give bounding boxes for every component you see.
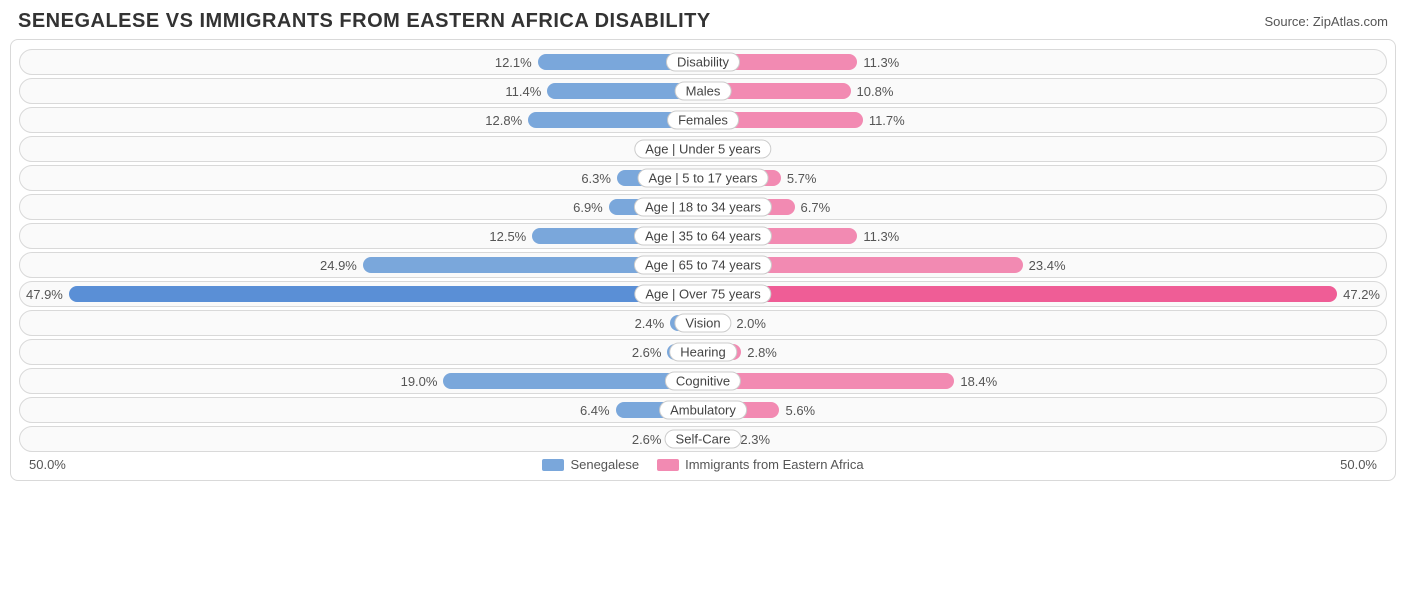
- chart-row: 2.6% 2.8% Hearing: [19, 339, 1387, 365]
- bar-value-right: 23.4%: [1023, 258, 1072, 273]
- bar-value-left: 2.6%: [626, 432, 668, 447]
- bar-value-right: 5.6%: [779, 403, 821, 418]
- chart-row: 19.0% 18.4% Cognitive: [19, 368, 1387, 394]
- chart-row: 6.3% 5.7% Age | 5 to 17 years: [19, 165, 1387, 191]
- legend-label-right: Immigrants from Eastern Africa: [685, 457, 863, 472]
- chart-row: 6.9% 6.7% Age | 18 to 34 years: [19, 194, 1387, 220]
- bar-value-left: 47.9%: [20, 287, 69, 302]
- row-category-label: Age | 35 to 64 years: [634, 227, 772, 246]
- chart-row: 6.4% 5.6% Ambulatory: [19, 397, 1387, 423]
- bar-value-right: 11.7%: [863, 113, 911, 128]
- bar-value-right: 11.3%: [857, 55, 905, 70]
- row-category-label: Age | 65 to 74 years: [634, 256, 772, 275]
- bar-value-left: 12.5%: [483, 229, 532, 244]
- chart-row: 2.6%2.3%Self-Care: [19, 426, 1387, 452]
- bar-value-left: 6.9%: [567, 200, 609, 215]
- chart-row: 12.5% 11.3% Age | 35 to 64 years: [19, 223, 1387, 249]
- bar-value-right: 11.3%: [857, 229, 905, 244]
- bar-value-left: 24.9%: [314, 258, 363, 273]
- row-category-label: Ambulatory: [659, 401, 747, 420]
- axis-left-label: 50.0%: [29, 457, 66, 472]
- chart-source: Source: ZipAtlas.com: [1264, 14, 1388, 29]
- bar-value-left: 12.8%: [479, 113, 528, 128]
- chart-footer: 50.0% Senegalese Immigrants from Eastern…: [15, 455, 1391, 476]
- axis-right-label: 50.0%: [1340, 457, 1377, 472]
- bar-value-left: 19.0%: [395, 374, 444, 389]
- chart-title: SENEGALESE VS IMMIGRANTS FROM EASTERN AF…: [18, 10, 711, 33]
- chart-header: SENEGALESE VS IMMIGRANTS FROM EASTERN AF…: [0, 0, 1406, 39]
- bar-value-left: 12.1%: [489, 55, 538, 70]
- bar-value-left: 2.4%: [629, 316, 671, 331]
- legend: Senegalese Immigrants from Eastern Afric…: [66, 457, 1340, 472]
- bar-value-right: 10.8%: [851, 84, 900, 99]
- chart-row: 11.4% 10.8% Males: [19, 78, 1387, 104]
- row-category-label: Cognitive: [665, 372, 741, 391]
- row-category-label: Vision: [674, 314, 731, 333]
- bar-value-left: 2.6%: [626, 345, 668, 360]
- row-category-label: Age | Under 5 years: [634, 140, 771, 159]
- diverging-bar-chart: 12.1% 11.3% Disability 11.4% 10.8% Males 12.8%…: [10, 39, 1396, 481]
- row-category-label: Self-Care: [665, 430, 742, 449]
- row-category-label: Age | 5 to 17 years: [638, 169, 769, 188]
- bar-value-right: 2.8%: [741, 345, 783, 360]
- legend-label-left: Senegalese: [570, 457, 639, 472]
- legend-swatch-left: [542, 459, 564, 471]
- bar-value-right: 2.0%: [730, 316, 772, 331]
- bar-value-left: 6.3%: [575, 171, 617, 186]
- bar-value-right: 6.7%: [795, 200, 837, 215]
- row-category-label: Males: [675, 82, 732, 101]
- row-category-label: Disability: [666, 53, 740, 72]
- bar-value-right: 5.7%: [781, 171, 823, 186]
- chart-row: 24.9% 23.4% Age | 65 to 74 years: [19, 252, 1387, 278]
- chart-row: 1.2%1.2%Age | Under 5 years: [19, 136, 1387, 162]
- row-category-label: Hearing: [669, 343, 737, 362]
- bar-right: [703, 286, 1337, 302]
- chart-row: 2.4% 2.0%Vision: [19, 310, 1387, 336]
- legend-item-left: Senegalese: [542, 457, 639, 472]
- row-category-label: Age | Over 75 years: [634, 285, 771, 304]
- bar-value-right: 18.4%: [954, 374, 1003, 389]
- chart-row: 47.9% 47.2% Age | Over 75 years: [19, 281, 1387, 307]
- chart-row: 12.8% 11.7% Females: [19, 107, 1387, 133]
- bar-value-left: 11.4%: [499, 84, 547, 99]
- row-category-label: Females: [667, 111, 739, 130]
- legend-swatch-right: [657, 459, 679, 471]
- row-category-label: Age | 18 to 34 years: [634, 198, 772, 217]
- chart-row: 12.1% 11.3% Disability: [19, 49, 1387, 75]
- bar-left: [69, 286, 703, 302]
- bar-value-right: 47.2%: [1337, 287, 1386, 302]
- legend-item-right: Immigrants from Eastern Africa: [657, 457, 863, 472]
- bar-value-left: 6.4%: [574, 403, 616, 418]
